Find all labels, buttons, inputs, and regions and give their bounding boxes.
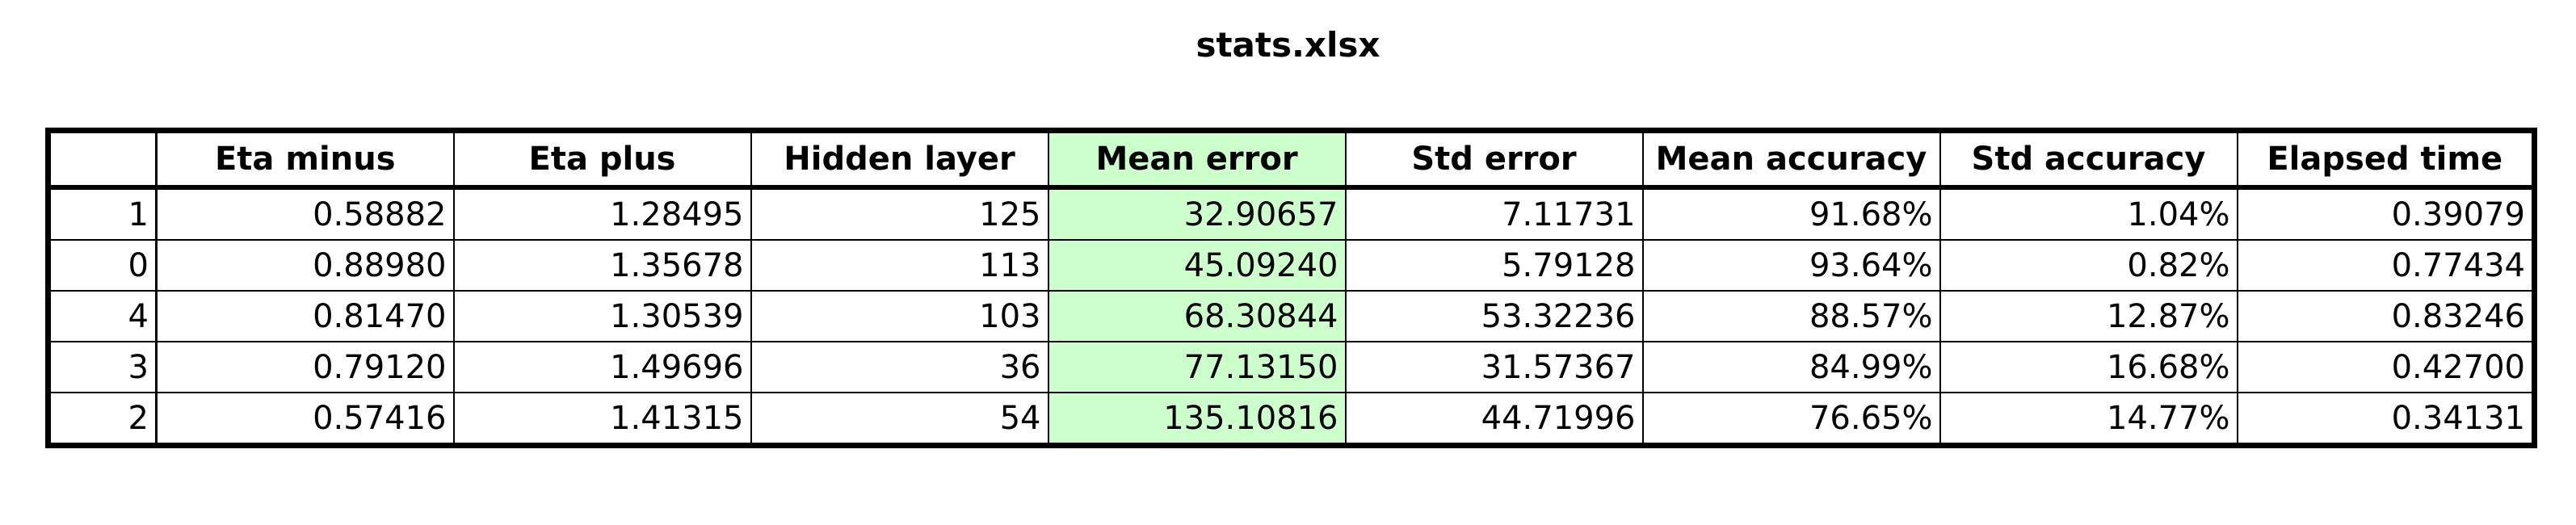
cell-index[interactable]: 1 [47, 187, 158, 241]
cell-mean-error[interactable]: 68.30844 [1047, 290, 1347, 342]
column-header-mean-accuracy[interactable]: Mean accuracy [1641, 129, 1941, 190]
cell-index[interactable]: 2 [47, 392, 158, 447]
cell-std-accuracy[interactable]: 14.77% [1939, 392, 2238, 447]
cell-std-accuracy[interactable]: 1.04% [1939, 187, 2238, 241]
cell-mean-error[interactable]: 77.13150 [1047, 341, 1347, 393]
cell-eta-plus[interactable]: 1.30539 [452, 290, 752, 342]
table-header: Eta minus Eta plus Hidden layer Mean err… [47, 129, 2536, 190]
cell-eta-plus[interactable]: 1.41315 [452, 392, 752, 447]
column-header-eta-minus[interactable]: Eta minus [155, 129, 455, 190]
cell-eta-minus[interactable]: 0.79120 [155, 341, 455, 393]
column-header-std-error[interactable]: Std error [1344, 129, 1644, 190]
cell-mean-accuracy[interactable]: 91.68% [1641, 187, 1941, 241]
cell-elapsed-time[interactable]: 0.39079 [2236, 187, 2536, 241]
cell-eta-minus[interactable]: 0.57416 [155, 392, 455, 447]
cell-hidden-layer[interactable]: 125 [750, 187, 1049, 241]
cell-hidden-layer[interactable]: 54 [750, 392, 1049, 447]
cell-eta-minus[interactable]: 0.81470 [155, 290, 455, 342]
cell-mean-accuracy[interactable]: 93.64% [1641, 239, 1941, 292]
cell-eta-plus[interactable]: 1.49696 [452, 341, 752, 393]
cell-mean-accuracy[interactable]: 88.57% [1641, 290, 1941, 342]
cell-mean-error[interactable]: 32.90657 [1047, 187, 1347, 241]
column-header-eta-plus[interactable]: Eta plus [452, 129, 752, 190]
column-header-mean-error[interactable]: Mean error [1047, 129, 1347, 190]
cell-std-accuracy[interactable]: 16.68% [1939, 341, 2238, 393]
cell-std-accuracy[interactable]: 12.87% [1939, 290, 2238, 342]
page-title: stats.xlsx [1196, 25, 1380, 65]
cell-index[interactable]: 3 [47, 341, 158, 393]
cell-mean-accuracy[interactable]: 76.65% [1641, 392, 1941, 447]
cell-mean-accuracy[interactable]: 84.99% [1641, 341, 1941, 393]
column-header-elapsed-time[interactable]: Elapsed time [2236, 129, 2536, 190]
cell-eta-minus[interactable]: 0.58882 [155, 187, 455, 241]
cell-hidden-layer[interactable]: 103 [750, 290, 1049, 342]
cell-eta-minus[interactable]: 0.88980 [155, 239, 455, 292]
table-row: 4 0.81470 1.30539 103 68.30844 53.32236 … [47, 290, 2536, 342]
cell-elapsed-time[interactable]: 0.83246 [2236, 290, 2536, 342]
cell-mean-error[interactable]: 135.10816 [1047, 392, 1347, 447]
cell-eta-plus[interactable]: 1.28495 [452, 187, 752, 241]
cell-hidden-layer[interactable]: 113 [750, 239, 1049, 292]
cell-index[interactable]: 0 [47, 239, 158, 292]
table-body: 1 0.58882 1.28495 125 32.90657 7.11731 9… [47, 187, 2536, 447]
cell-elapsed-time[interactable]: 0.77434 [2236, 239, 2536, 292]
cell-hidden-layer[interactable]: 36 [750, 341, 1049, 393]
column-header-hidden-layer[interactable]: Hidden layer [750, 129, 1049, 190]
table-row: 2 0.57416 1.41315 54 135.10816 44.71996 … [47, 392, 2536, 447]
cell-std-error[interactable]: 7.11731 [1344, 187, 1644, 241]
cell-std-error[interactable]: 5.79128 [1344, 239, 1644, 292]
cell-mean-error[interactable]: 45.09240 [1047, 239, 1347, 292]
column-header-index[interactable] [47, 129, 158, 190]
cell-index[interactable]: 4 [47, 290, 158, 342]
cell-std-accuracy[interactable]: 0.82% [1939, 239, 2238, 292]
cell-elapsed-time[interactable]: 0.34131 [2236, 392, 2536, 447]
column-header-std-accuracy[interactable]: Std accuracy [1939, 129, 2238, 190]
cell-std-error[interactable]: 44.71996 [1344, 392, 1644, 447]
table-row: 3 0.79120 1.49696 36 77.13150 31.57367 8… [47, 341, 2536, 393]
table-row: 0 0.88980 1.35678 113 45.09240 5.79128 9… [47, 239, 2536, 292]
cell-elapsed-time[interactable]: 0.42700 [2236, 341, 2536, 393]
table-row: 1 0.58882 1.28495 125 32.90657 7.11731 9… [47, 187, 2536, 241]
cell-eta-plus[interactable]: 1.35678 [452, 239, 752, 292]
cell-std-error[interactable]: 31.57367 [1344, 341, 1644, 393]
stats-table: Eta minus Eta plus Hidden layer Mean err… [45, 128, 2537, 448]
header-row: Eta minus Eta plus Hidden layer Mean err… [47, 129, 2536, 190]
cell-std-error[interactable]: 53.32236 [1344, 290, 1644, 342]
